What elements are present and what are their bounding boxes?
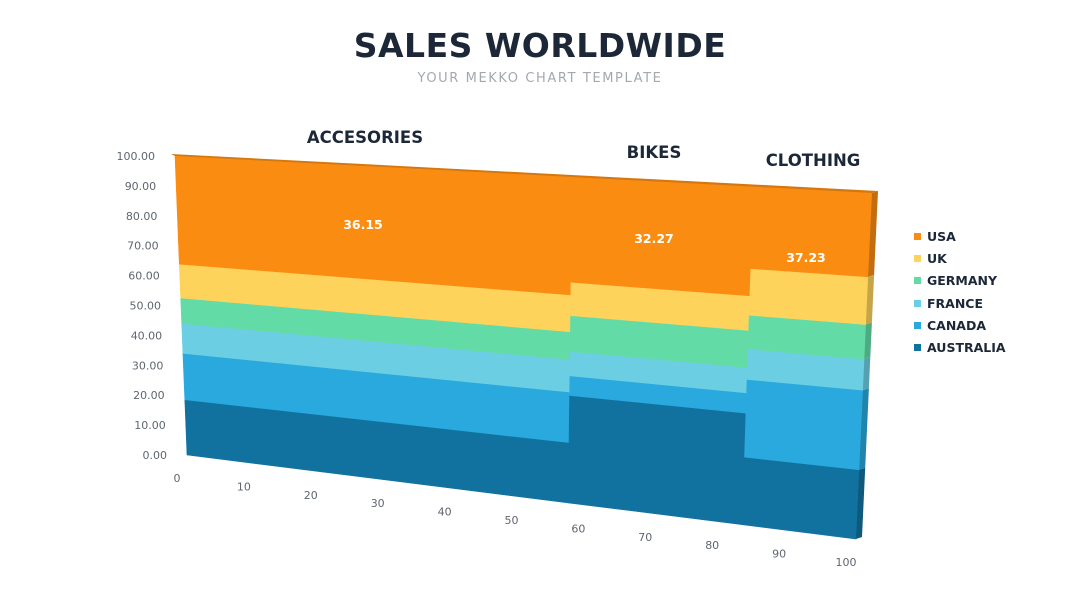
mekko-segment-australia-bikes (567, 395, 747, 526)
x-tick-label: 40 (438, 506, 452, 519)
x-tick-label: 70 (638, 531, 652, 544)
y-tick-label: 40.00 (131, 329, 163, 342)
legend-label: AUSTRALIA (927, 340, 1006, 356)
y-tick-label: 50.00 (130, 300, 162, 313)
legend-item-australia: AUSTRALIA (914, 336, 1006, 358)
y-tick-label: 20.00 (133, 389, 165, 402)
y-tick-label: 0.00 (143, 449, 168, 462)
x-tick-label: 80 (705, 539, 719, 552)
mekko-side-uk (865, 274, 875, 325)
legend-label: UK (927, 250, 947, 266)
legend-label: USA (927, 228, 956, 244)
y-tick-label: 80.00 (126, 210, 158, 223)
y-tick-label: 60.00 (128, 270, 160, 283)
y-tick-label: 100.00 (117, 150, 156, 163)
mekko-side-germany (864, 322, 872, 360)
y-tick-label: 90.00 (125, 180, 157, 193)
x-tick-label: 10 (237, 480, 251, 493)
mekko-top-edge (171, 154, 878, 193)
data-label-usa-clothing: 37.23 (786, 250, 826, 265)
mekko-side-france (862, 357, 871, 391)
legend-swatch (914, 232, 921, 240)
x-tick-label: 0 (174, 472, 181, 485)
mekko-side-usa (868, 191, 878, 277)
chart-title: SALES WORLDWIDE (353, 26, 727, 65)
mekko-side-australia (856, 467, 866, 539)
legend-label: FRANCE (927, 295, 984, 311)
x-tick-label: 60 (571, 522, 585, 535)
x-tick-label: 20 (304, 489, 318, 502)
legend-label: CANADA (927, 317, 987, 333)
category-label-accesories: ACCESORIES (307, 128, 423, 147)
legend-item-usa: USA (914, 225, 1006, 247)
y-tick-label: 70.00 (127, 240, 159, 253)
category-label-bikes: BIKES (627, 143, 682, 162)
data-label-usa-bikes: 32.27 (634, 231, 674, 246)
x-tick-label: 90 (772, 548, 786, 561)
legend-swatch (914, 277, 921, 285)
mekko-side-canada (859, 388, 869, 470)
legend-item-canada: CANADA (914, 314, 1006, 336)
legend-swatch (914, 344, 921, 352)
legend-item-uk: UK (914, 247, 1006, 269)
legend-label: GERMANY (927, 273, 998, 289)
legend-swatch (914, 321, 921, 329)
y-tick-label: 30.00 (132, 359, 164, 372)
mekko-segment-canada-clothing (744, 379, 864, 471)
x-tick-label: 50 (505, 514, 519, 527)
chart-subtitle: YOUR MEKKO CHART TEMPLATE (417, 71, 663, 86)
x-tick-label: 100 (836, 556, 857, 569)
data-label-usa-accesories: 36.15 (343, 217, 383, 232)
legend-item-germany: GERMANY (914, 270, 1006, 292)
x-tick-label: 30 (371, 497, 385, 510)
mekko-segment-australia-clothing (741, 456, 860, 540)
legend-swatch (914, 299, 921, 307)
category-label-clothing: CLOTHING (766, 151, 861, 170)
legend-item-france: FRANCE (914, 292, 1006, 314)
mekko-segment-uk-clothing (748, 268, 869, 325)
chart-legend: USA UK GERMANY FRANCE CANADA AUSTRALIA (914, 225, 1006, 359)
legend-swatch (914, 254, 921, 262)
y-tick-label: 10.00 (134, 419, 166, 432)
